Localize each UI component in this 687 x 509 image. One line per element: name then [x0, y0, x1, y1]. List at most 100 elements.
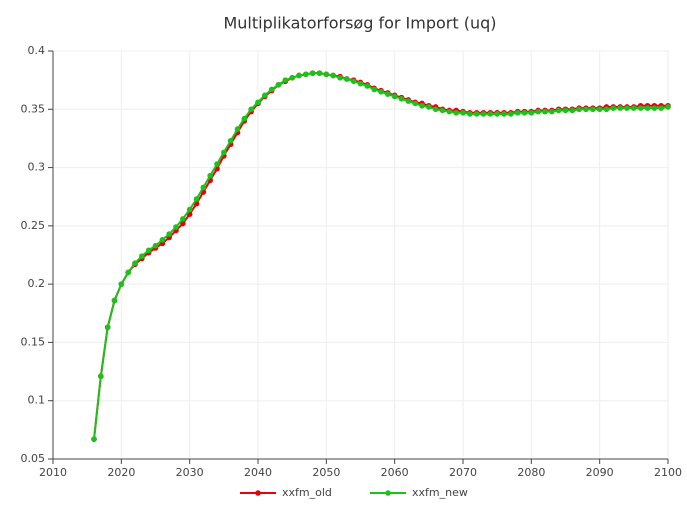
data-point: [583, 106, 589, 113]
data-point: [152, 242, 159, 249]
data-point: [337, 75, 343, 81]
data-point: [480, 111, 487, 117]
data-point: [98, 373, 104, 380]
data-point: [118, 281, 125, 287]
x-tick-label: 2090: [586, 466, 614, 479]
data-point: [330, 72, 336, 79]
x-tick-label: 2080: [517, 466, 545, 479]
data-point: [487, 111, 494, 117]
data-point: [193, 196, 200, 202]
data-point: [364, 83, 371, 89]
series-line: [93, 72, 668, 440]
data-point: [241, 115, 248, 122]
data-point: [514, 109, 521, 116]
y-tick-label: 0.1: [28, 394, 46, 407]
x-tick-label: 2010: [39, 466, 67, 479]
data-point: [200, 184, 207, 191]
data-point: [521, 109, 528, 116]
data-point: [255, 99, 261, 106]
data-point: [132, 260, 138, 266]
data-point: [398, 95, 405, 102]
data-point: [528, 109, 535, 116]
data-point: [473, 111, 480, 117]
data-point: [453, 109, 459, 116]
data-point: [665, 104, 671, 110]
data-point: [501, 111, 507, 117]
data-point: [610, 105, 617, 111]
data-point: [391, 93, 398, 100]
data-point: [576, 106, 582, 113]
data-point: [234, 126, 241, 132]
y-tick-label: 0.35: [21, 102, 46, 115]
x-tick-label: 2100: [654, 466, 682, 479]
data-point: [460, 109, 466, 116]
legend-marker: [385, 490, 391, 496]
data-point: [214, 161, 220, 167]
data-point: [658, 105, 664, 111]
data-point: [549, 108, 555, 115]
y-tick-label: 0.3: [28, 161, 46, 174]
data-point: [173, 224, 179, 230]
data-point: [405, 98, 412, 104]
data-point: [309, 70, 316, 76]
data-point: [104, 324, 111, 331]
data-point: [296, 72, 302, 79]
data-point: [166, 231, 172, 237]
data-point: [145, 247, 152, 254]
data-point: [603, 106, 610, 113]
data-point: [221, 149, 227, 156]
data-point: [125, 269, 131, 276]
data-point: [207, 172, 213, 179]
data-point: [494, 111, 500, 117]
legend-marker: [255, 490, 261, 496]
data-point: [180, 216, 186, 222]
data-point: [412, 100, 418, 107]
x-tick-label: 2070: [449, 466, 477, 479]
data-point: [432, 106, 439, 113]
data-point: [323, 71, 330, 78]
y-tick-label: 0.25: [21, 219, 46, 232]
data-point: [371, 86, 377, 93]
data-point: [186, 206, 193, 213]
data-point: [651, 105, 658, 111]
data-point: [91, 436, 97, 442]
data-point: [555, 107, 562, 114]
data-point: [344, 76, 350, 82]
data-point: [303, 71, 309, 78]
y-tick-label: 0.15: [21, 335, 46, 348]
data-point: [562, 107, 569, 114]
data-point: [426, 104, 432, 110]
data-point: [419, 102, 425, 109]
series-line: [93, 72, 669, 440]
data-point: [282, 77, 289, 83]
data-point: [446, 108, 453, 115]
data-point: [350, 78, 357, 85]
data-point: [617, 105, 623, 111]
data-point: [180, 220, 186, 227]
data-point: [111, 297, 118, 304]
data-point: [262, 92, 268, 99]
x-tick-label: 2040: [244, 466, 272, 479]
data-point: [535, 108, 541, 115]
data-point: [268, 86, 275, 93]
y-tick-label: 0.2: [28, 277, 46, 290]
data-point: [637, 105, 644, 111]
legend-label: xxfm_new: [412, 486, 468, 499]
data-point: [316, 70, 323, 76]
y-tick-label: 0.4: [28, 44, 46, 57]
data-point: [227, 137, 234, 144]
data-point: [467, 111, 473, 117]
data-point: [439, 107, 446, 114]
data-point: [139, 253, 145, 259]
data-point: [569, 107, 576, 114]
x-tick-label: 2050: [312, 466, 340, 479]
data-point: [289, 75, 295, 81]
x-tick-label: 2030: [176, 466, 204, 479]
data-point: [275, 82, 282, 88]
data-point: [644, 105, 651, 111]
data-point: [508, 111, 514, 117]
data-point: [357, 80, 364, 87]
data-point: [624, 105, 630, 111]
data-point: [596, 106, 603, 113]
